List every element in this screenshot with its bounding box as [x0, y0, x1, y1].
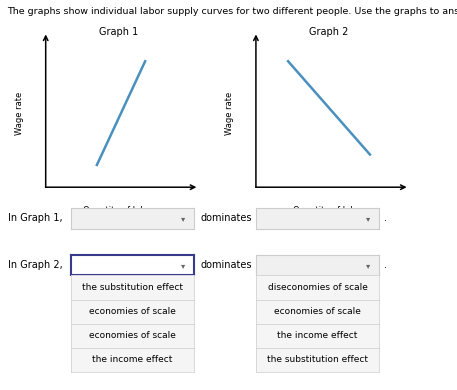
Text: Wage rate: Wage rate — [15, 92, 24, 135]
Text: .: . — [384, 260, 387, 270]
Text: In Graph 1,: In Graph 1, — [8, 213, 63, 223]
Text: the income effect: the income effect — [92, 355, 173, 365]
Text: In Graph 2,: In Graph 2, — [8, 260, 63, 270]
Text: The graphs show individual labor supply curves for two different people. Use the: The graphs show individual labor supply … — [7, 7, 457, 16]
Text: dominates: dominates — [200, 260, 252, 270]
Text: .: . — [384, 213, 387, 223]
Text: ▾: ▾ — [181, 261, 186, 270]
Text: economies of scale: economies of scale — [89, 331, 176, 340]
Text: ▾: ▾ — [367, 261, 371, 270]
Text: Quantity of labor: Quantity of labor — [83, 206, 154, 215]
Text: the income effect: the income effect — [277, 331, 358, 340]
Text: Wage rate: Wage rate — [225, 92, 234, 135]
Text: ▾: ▾ — [181, 214, 186, 223]
Text: diseconomies of scale: diseconomies of scale — [268, 283, 367, 292]
Text: the substitution effect: the substitution effect — [267, 355, 368, 365]
Text: ▾: ▾ — [367, 214, 371, 223]
Text: Quantity of labor: Quantity of labor — [293, 206, 365, 215]
Title: Graph 2: Graph 2 — [309, 27, 349, 37]
Text: economies of scale: economies of scale — [274, 307, 361, 316]
Title: Graph 1: Graph 1 — [99, 27, 138, 37]
Text: dominates: dominates — [200, 213, 252, 223]
Text: the substitution effect: the substitution effect — [82, 283, 183, 292]
Text: economies of scale: economies of scale — [89, 307, 176, 316]
